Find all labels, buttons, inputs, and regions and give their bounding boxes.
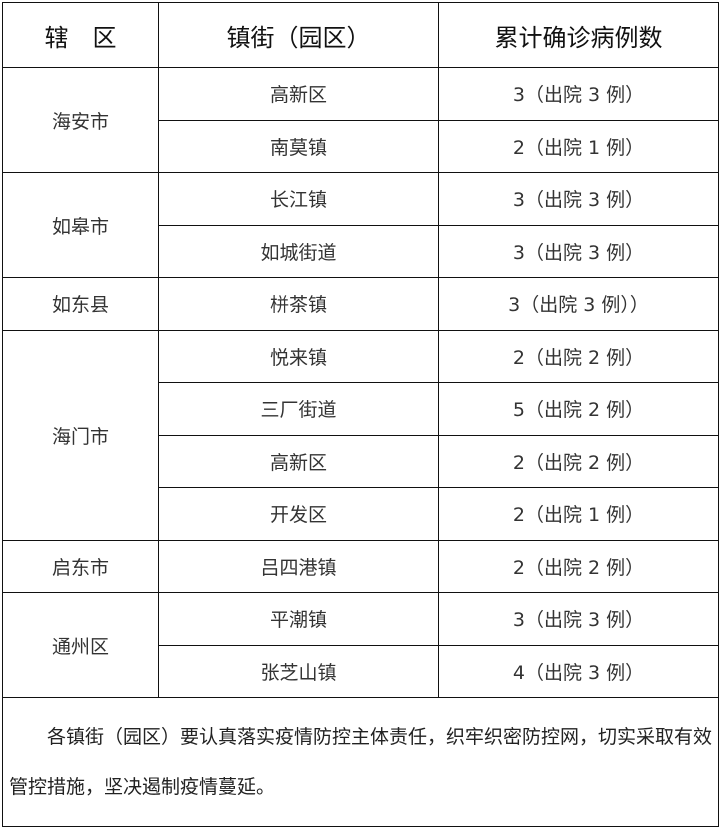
table-row: 高新区 2（出院 2 例） xyxy=(3,434,719,488)
table-row: 通州区 平潮镇 3（出院 3 例） xyxy=(2,592,719,698)
count-cell: 2（出院 1 例） xyxy=(438,119,719,173)
table-row: 如皋市 长江镇 3（出院 3 例） xyxy=(2,172,719,278)
count-cell: 3（出院 3 例） xyxy=(438,224,719,278)
table-row: 张芝山镇 4（出院 3 例） xyxy=(3,644,719,698)
district-cell: 海安市 xyxy=(2,67,159,173)
table-row: 如城街道 3（出院 3 例） xyxy=(3,224,719,278)
district-cell: 海门市 xyxy=(2,329,159,541)
town-cell: 三厂街道 xyxy=(158,382,439,436)
note-text: 各镇街（园区）要认真落实疫情防控主体责任，织牢织密防控网，切实采取有效管控措施，… xyxy=(2,697,719,827)
town-cell: 吕四港镇 xyxy=(158,539,439,593)
count-cell: 3（出院 3 例） xyxy=(438,592,719,646)
count-cell: 3（出院 3 例） xyxy=(438,67,719,121)
town-cell: 开发区 xyxy=(158,487,439,541)
count-cell: 2（出院 2 例） xyxy=(438,329,719,383)
town-cell: 高新区 xyxy=(158,67,439,121)
table-row: 南莫镇 2（出院 1 例） xyxy=(3,119,719,173)
count-cell: 2（出院 2 例） xyxy=(438,539,719,593)
table-row: 海门市 悦来镇 2（出院 2 例） xyxy=(2,329,719,541)
town-cell: 长江镇 xyxy=(158,172,439,226)
district-cell: 如皋市 xyxy=(2,172,159,278)
table-row: 开发区 2（出院 1 例） xyxy=(3,487,719,541)
count-cell: 4（出院 3 例） xyxy=(438,644,719,698)
table-row: 三厂街道 5（出院 2 例） xyxy=(3,382,719,436)
town-cell: 高新区 xyxy=(158,434,439,488)
town-cell: 悦来镇 xyxy=(158,329,439,383)
note-row: 各镇街（园区）要认真落实疫情防控主体责任，织牢织密防控网，切实采取有效管控措施，… xyxy=(2,697,719,827)
header-row: 辖 区 镇街（园区） 累计确诊病例数 xyxy=(2,2,719,68)
count-cell: 2（出院 2 例） xyxy=(438,434,719,488)
header-count: 累计确诊病例数 xyxy=(438,2,719,68)
count-cell: 2（出院 1 例） xyxy=(438,487,719,541)
count-cell: 3（出院 3 例） xyxy=(438,172,719,226)
table-row: 海安市 高新区 3（出院 3 例） xyxy=(2,67,719,173)
count-cell: 5（出院 2 例） xyxy=(438,382,719,436)
table-row: 启东市 吕四港镇 2（出院 2 例） xyxy=(2,539,719,593)
town-cell: 张芝山镇 xyxy=(158,644,439,698)
town-cell: 如城街道 xyxy=(158,224,439,278)
district-cell: 启东市 xyxy=(2,539,159,593)
header-town: 镇街（园区） xyxy=(158,2,439,68)
header-district: 辖 区 xyxy=(2,2,159,68)
district-cell: 通州区 xyxy=(2,592,159,698)
table-row: 如东县 栟茶镇 3（出院 3 例）） xyxy=(2,277,719,331)
count-cell: 3（出院 3 例）） xyxy=(438,277,719,331)
town-cell: 平潮镇 xyxy=(158,592,439,646)
town-cell: 南莫镇 xyxy=(158,119,439,173)
town-cell: 栟茶镇 xyxy=(158,277,439,331)
district-cell: 如东县 xyxy=(2,277,159,331)
